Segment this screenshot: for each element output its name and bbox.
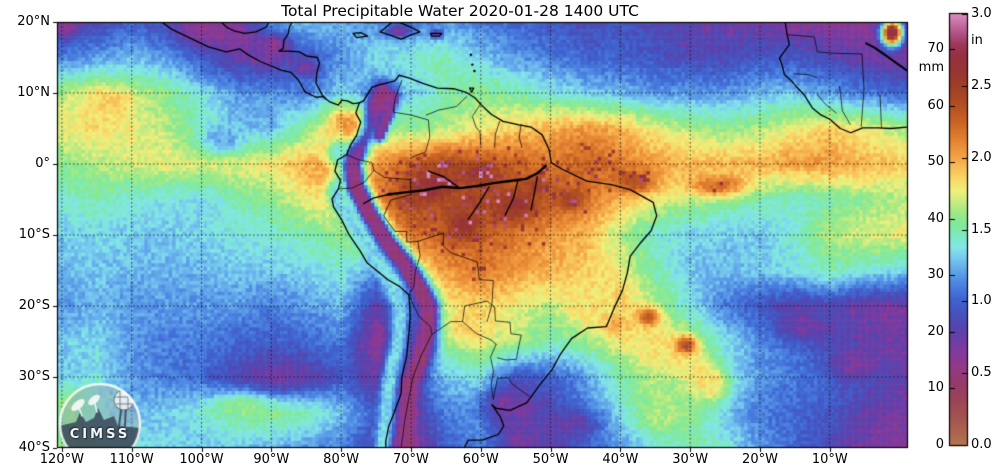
lon-tick-label: 110°W [109, 452, 154, 467]
lat-tick-label: 40°S [18, 440, 50, 455]
lon-tick-label: 50°W [532, 452, 569, 467]
lat-tick-label: 10°S [18, 227, 50, 242]
colorbar-mm-tick-label: 30 [927, 267, 944, 283]
colorbar-in-tick-label: 1.0 [971, 293, 992, 309]
colorbar-mm-tick-label: 70 [927, 41, 944, 57]
colorbar-mm-tick-label: 40 [927, 210, 944, 226]
colorbar-in-tick-label: 3.0 [971, 6, 992, 21]
lon-tick-label: 10°W [811, 452, 848, 467]
colorbar-mm-tick-label: 20 [927, 323, 944, 339]
colorbar-mm-tick-label: 50 [927, 154, 944, 170]
lat-tick-label: 20°S [18, 298, 50, 313]
lat-tick-label: 30°S [18, 369, 50, 384]
lon-tick-label: 80°W [323, 452, 360, 467]
colorbar-unit-mm: mm [918, 60, 944, 75]
colorbar-mm-tick-label: 10 [927, 380, 944, 396]
lat-tick-label: 10°N [17, 85, 50, 100]
map-title: Total Precipitable Water 2020-01-28 1400… [281, 2, 639, 20]
lon-tick-label: 20°W [742, 452, 778, 467]
colorbar-unit-in: in [971, 33, 983, 48]
lat-tick-label: 20°N [17, 14, 50, 29]
lon-tick-label: 120°W [39, 452, 84, 467]
lon-tick-label: 90°W [253, 452, 290, 467]
colorbar-in-tick-label: 1.5 [971, 221, 992, 237]
lon-tick-label: 60°W [462, 452, 499, 467]
colorbar-in-tick-label: 0.5 [971, 365, 992, 381]
colorbar-mm-tick-label: 60 [927, 97, 944, 113]
colorbar-in-tick-label: 2.5 [971, 77, 992, 93]
lon-tick-label: 30°W [672, 452, 709, 467]
colorbar-in-tick-label: 2.0 [971, 149, 992, 165]
cimss-logo-text: CIMSS [69, 427, 131, 442]
lon-tick-label: 100°W [179, 452, 224, 467]
lat-tick-label: 0° [35, 156, 50, 171]
colorbar-mm-tick-label: 0 [935, 437, 944, 452]
lon-tick-label: 40°W [602, 452, 639, 467]
lon-tick-label: 70°W [392, 452, 429, 467]
colorbar-in-tick-label: 0.0 [971, 437, 992, 452]
